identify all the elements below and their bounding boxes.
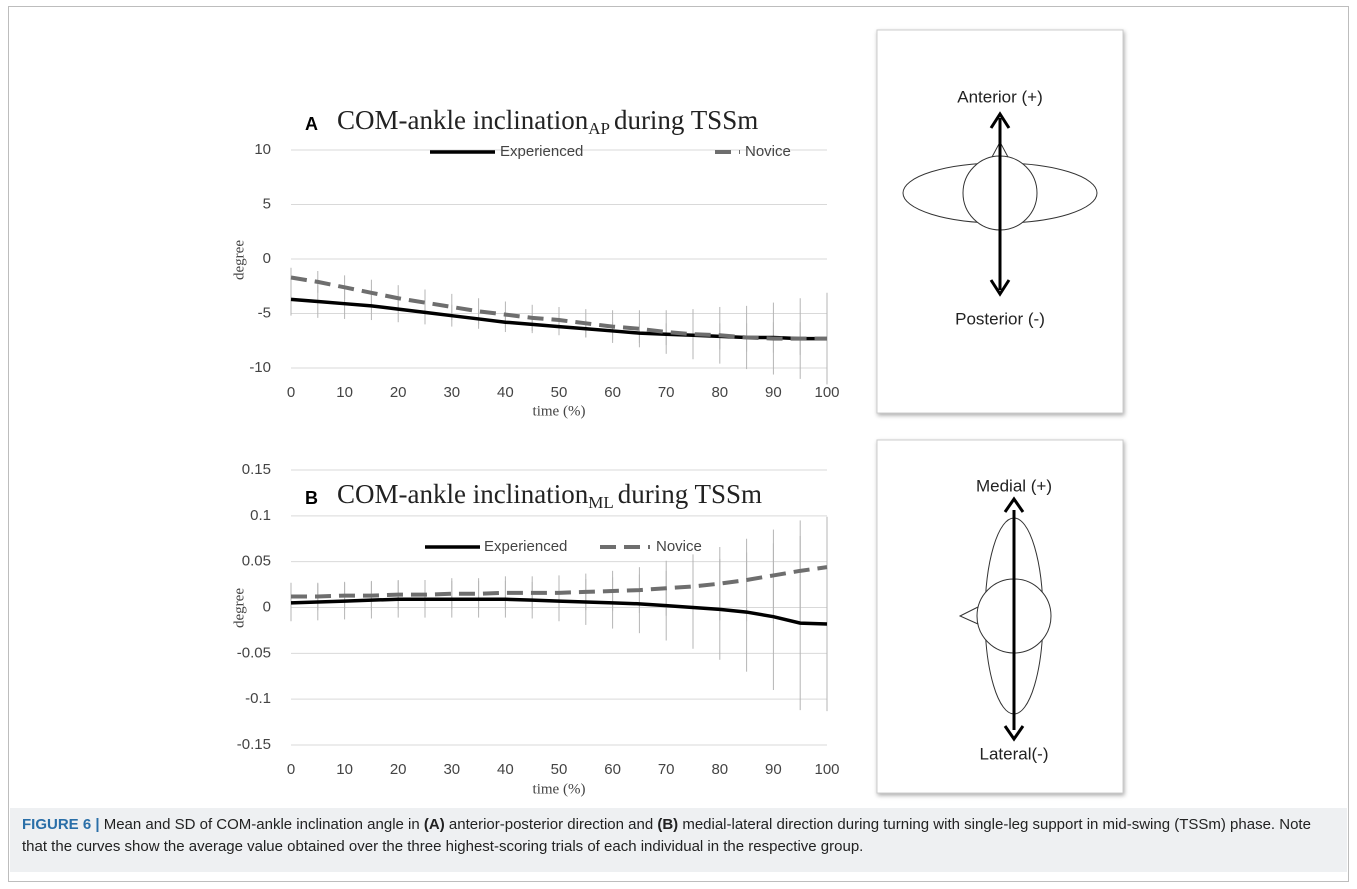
x-tick-label: 0 xyxy=(287,761,295,778)
y-tick-label: -0.05 xyxy=(237,644,271,661)
y-tick-label: 0.05 xyxy=(242,553,271,570)
diagram-label: Medial (+) xyxy=(976,476,1052,495)
x-axis-label: time (%) xyxy=(533,403,586,419)
caption-text: anterior-posterior direction and xyxy=(444,816,658,833)
y-tick-label: 0.1 xyxy=(250,507,271,524)
x-tick-label: 60 xyxy=(604,384,621,401)
x-tick-label: 40 xyxy=(497,384,514,401)
diagram-box xyxy=(876,29,1124,414)
x-tick-label: 0 xyxy=(287,384,295,401)
legend-label: Experienced xyxy=(484,538,567,555)
y-tick-label: 5 xyxy=(263,195,271,212)
caption-text: Mean and SD of COM-ankle inclination ang… xyxy=(99,816,424,833)
x-tick-label: 90 xyxy=(765,384,782,401)
x-tick-label: 70 xyxy=(658,761,675,778)
series-line xyxy=(290,275,827,341)
title-subscript: AP xyxy=(588,119,610,138)
title-end: during TSSm xyxy=(614,105,758,135)
diagram-label: Posterior (-) xyxy=(955,309,1045,328)
x-tick-label: 20 xyxy=(390,384,407,401)
y-tick-label: -0.1 xyxy=(245,690,271,707)
x-axis-label: time (%) xyxy=(533,781,586,797)
series-line xyxy=(290,297,827,341)
y-axis-label: degree xyxy=(231,240,247,280)
y-tick-label: -10 xyxy=(249,359,271,376)
x-tick-label: 40 xyxy=(497,761,514,778)
diagram-a: Anterior (+) Posterior (-) xyxy=(876,29,1124,414)
legend-label: Novice xyxy=(656,538,702,555)
y-tick-label: 0.15 xyxy=(242,461,271,478)
title-main: COM-ankle inclination xyxy=(337,479,589,509)
caption: FIGURE 6 | Mean and SD of COM-ankle incl… xyxy=(10,808,1347,872)
y-tick-label: 0 xyxy=(263,250,271,267)
y-tick-label: -0.15 xyxy=(237,736,271,753)
x-tick-label: 70 xyxy=(658,384,675,401)
legend-label: Experienced xyxy=(500,143,583,160)
x-tick-label: 50 xyxy=(551,761,568,778)
title-main: COM-ankle inclination xyxy=(337,105,589,135)
x-tick-label: 30 xyxy=(443,761,460,778)
y-tick-label: 10 xyxy=(254,141,271,158)
y-tick-label: -5 xyxy=(258,304,271,321)
x-tick-label: 100 xyxy=(814,761,839,778)
x-tick-label: 50 xyxy=(551,384,568,401)
chart-title: COM-ankle inclinationML during TSSm xyxy=(337,479,762,512)
x-tick-label: 30 xyxy=(443,384,460,401)
x-tick-label: 100 xyxy=(814,384,839,401)
y-axis-label: degree xyxy=(231,588,247,628)
arrow-heads xyxy=(1003,496,1025,742)
title-subscript: ML xyxy=(588,493,614,512)
arrow-heads xyxy=(989,111,1011,297)
caption-ref: (A) xyxy=(423,816,445,833)
series-line xyxy=(290,597,828,626)
panel-label: B xyxy=(305,488,318,508)
nose xyxy=(958,606,979,625)
x-tick-label: 80 xyxy=(711,384,728,401)
title-end: during TSSm xyxy=(618,479,762,509)
caption-text: medial-lateral direction during turning … xyxy=(22,816,1311,855)
y-tick-label: 0 xyxy=(263,598,271,615)
caption-ref: (B) xyxy=(657,816,679,833)
diagram-b: Medial (+) Lateral(-) xyxy=(876,439,1124,794)
chart-title: COM-ankle inclinationAP during TSSm xyxy=(337,105,758,138)
x-tick-label: 10 xyxy=(336,761,353,778)
caption-label: FIGURE 6 | xyxy=(22,816,100,833)
x-tick-label: 10 xyxy=(336,384,353,401)
figure-frame xyxy=(8,6,1349,882)
diagram-label: Anterior (+) xyxy=(957,87,1043,106)
x-tick-label: 60 xyxy=(604,761,621,778)
series-line xyxy=(291,565,828,599)
x-tick-label: 90 xyxy=(765,761,782,778)
panel-label: A xyxy=(305,114,318,134)
x-tick-label: 80 xyxy=(711,761,728,778)
diagram-label: Lateral(-) xyxy=(980,744,1049,763)
legend-label: Novice xyxy=(745,143,791,160)
x-tick-label: 20 xyxy=(390,761,407,778)
